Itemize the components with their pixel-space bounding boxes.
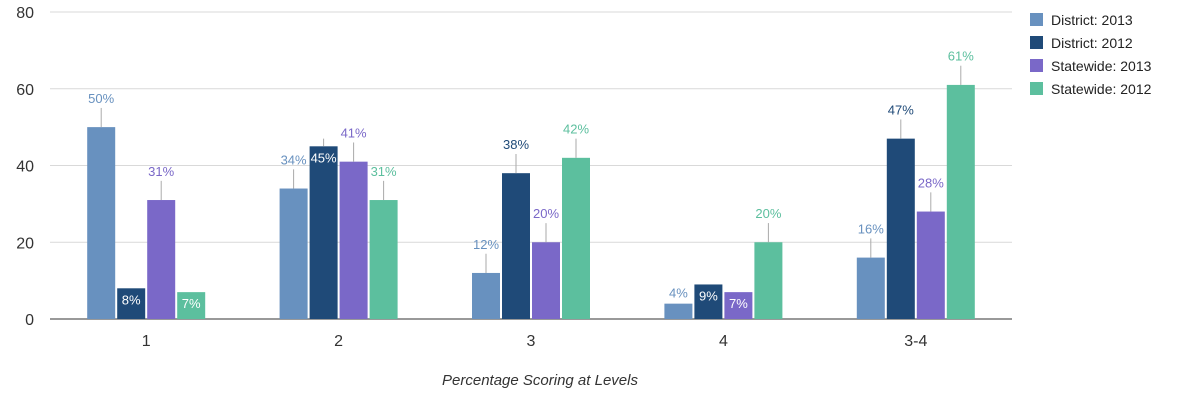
bar	[279, 188, 308, 319]
y-tick-label: 20	[16, 235, 34, 252]
data-label: 47%	[888, 102, 914, 117]
legend-swatch	[1030, 36, 1043, 49]
y-tick-label: 0	[25, 312, 34, 329]
x-tick-label: 3-4	[904, 333, 927, 350]
data-label: 20%	[755, 206, 781, 221]
data-label: 8%	[122, 292, 141, 307]
data-label: 9%	[699, 288, 718, 303]
legend-swatch	[1030, 13, 1043, 26]
legend-item: District: 2013	[1030, 8, 1151, 31]
x-axis-title: Percentage Scoring at Levels	[442, 372, 638, 389]
bar	[754, 242, 783, 319]
data-label: 50%	[88, 91, 114, 106]
bar	[87, 127, 116, 319]
bar	[147, 200, 176, 319]
error-bars	[100, 65, 962, 273]
legend-item: District: 2012	[1030, 31, 1151, 54]
y-tick-label: 60	[16, 82, 34, 99]
data-label: 4%	[669, 286, 688, 301]
data-label: 16%	[858, 221, 884, 236]
legend-item: Statewide: 2013	[1030, 54, 1151, 77]
data-label: 31%	[371, 164, 397, 179]
legend-swatch	[1030, 82, 1043, 95]
bar	[339, 161, 368, 319]
data-labels: 50% 8% 31% 7% 34% 45% 41% 31% 12% 38% 20% 42% 4% 9% 7%…	[88, 49, 974, 311]
data-label: 20%	[533, 206, 559, 221]
legend-label: Statewide: 2012	[1051, 80, 1152, 97]
legend-label: Statewide: 2013	[1051, 57, 1152, 74]
bar	[562, 157, 590, 319]
x-tick-label: 1	[142, 333, 151, 350]
data-label: 12%	[473, 237, 499, 252]
data-label: 7%	[182, 296, 201, 311]
data-label: 38%	[503, 137, 529, 152]
data-label: 31%	[148, 164, 174, 179]
data-label: 42%	[563, 122, 589, 137]
bars	[87, 84, 975, 319]
bar	[532, 242, 560, 319]
bar	[177, 292, 206, 319]
data-label: 28%	[918, 175, 944, 190]
gridlines	[50, 11, 1012, 320]
y-tick-label: 80	[16, 5, 34, 22]
legend: District: 2013 District: 2012 Statewide: 2…	[1030, 8, 1151, 100]
data-label: 61%	[948, 49, 974, 64]
bar	[472, 272, 500, 319]
bar	[117, 288, 146, 319]
bar	[309, 146, 338, 319]
bar	[724, 292, 753, 319]
x-tick-label: 2	[334, 333, 343, 350]
y-axis-ticks: 0 20 40 60 80	[16, 5, 34, 329]
data-label: 7%	[729, 296, 748, 311]
x-axis-ticks: 1 2 3 4 3-4	[142, 333, 928, 350]
x-tick-label: 3	[527, 333, 536, 350]
data-label: 34%	[281, 152, 307, 167]
y-tick-label: 40	[16, 159, 34, 176]
bar	[694, 284, 723, 319]
legend-label: District: 2013	[1051, 11, 1133, 28]
legend-label: District: 2012	[1051, 34, 1133, 51]
x-tick-label: 4	[719, 333, 728, 350]
bar	[664, 303, 693, 319]
bar	[886, 138, 915, 319]
legend-item: Statewide: 2012	[1030, 77, 1151, 100]
bar	[916, 211, 945, 319]
bar	[856, 257, 885, 319]
data-label: 41%	[341, 125, 367, 140]
data-label: 45%	[311, 150, 337, 165]
legend-swatch	[1030, 59, 1043, 72]
bar	[502, 173, 530, 319]
bar	[369, 200, 398, 319]
bar	[946, 84, 975, 319]
